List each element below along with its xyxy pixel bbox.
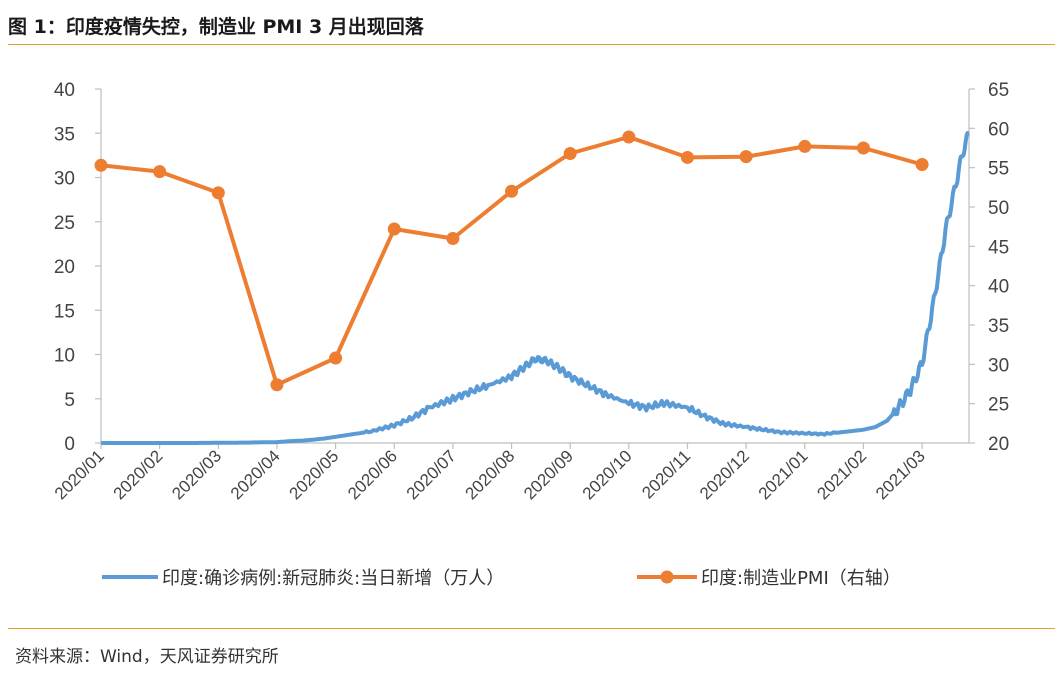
pmi-point (622, 130, 636, 144)
x-tick-label: 2021/03 (872, 446, 929, 503)
pmi-point (505, 184, 519, 198)
x-tick-label: 2020/07 (403, 446, 460, 503)
pmi-point (387, 222, 401, 236)
chart-area: 0 5 10 15 20 25 30 35 40 20 25 30 35 40 45 50 55 60 65 2020… (51, 80, 1009, 589)
x-tick-label: 2020/04 (227, 446, 284, 503)
pmi-point (211, 186, 225, 200)
x-tick-label: 2020/11 (638, 446, 694, 502)
pmi-point (153, 165, 167, 179)
legend-pmi-label: 印度:制造业PMI（右轴） (701, 568, 901, 589)
pmi-point (915, 158, 929, 172)
left-tick-label: 0 (64, 434, 75, 455)
right-tick-label: 55 (988, 159, 1009, 180)
x-tick-label: 2020/08 (461, 446, 518, 503)
pmi-point (680, 150, 694, 164)
pmi-point (94, 158, 108, 172)
right-tick-label: 50 (988, 198, 1009, 219)
legend-pmi-marker (660, 570, 674, 584)
right-tick-label: 25 (988, 395, 1009, 416)
left-tick-label: 30 (54, 169, 75, 190)
left-tick-label: 40 (54, 80, 75, 101)
x-tick-label: 2020/03 (168, 446, 225, 503)
x-tick-label: 2020/10 (579, 446, 636, 503)
right-tick-label: 20 (988, 434, 1009, 455)
top-divider (8, 44, 1055, 45)
x-tick-label: 2020/06 (344, 446, 401, 503)
series-pmi-line (100, 135, 923, 387)
pmi-point (270, 378, 284, 392)
chart-title: 图 1：印度疫情失控，制造业 PMI 3 月出现回落 (8, 16, 424, 38)
left-tick-label: 5 (64, 390, 75, 411)
x-tick-label: 2020/09 (520, 446, 577, 503)
pmi-point (446, 231, 460, 245)
x-tick-label: 2021/02 (813, 446, 870, 503)
left-tick-label: 10 (54, 346, 75, 367)
x-tick-label: 2020/02 (110, 446, 167, 503)
source-note: 资料来源：Wind，天风证券研究所 (15, 647, 279, 667)
right-tick-label: 30 (988, 355, 1009, 376)
pmi-point (563, 147, 577, 161)
x-tick-label: 2020/01 (51, 446, 108, 503)
series-cases-line (101, 131, 971, 445)
bottom-divider (8, 628, 1055, 629)
x-tick-label: 2020/05 (286, 446, 343, 503)
right-tick-label: 40 (988, 277, 1009, 298)
left-tick-label: 25 (54, 213, 75, 234)
pmi-point (739, 150, 753, 164)
right-tick-label: 60 (988, 119, 1009, 140)
pmi-point (329, 351, 343, 365)
pmi-point (856, 141, 870, 155)
x-tick-label: 2021/01 (755, 446, 812, 503)
left-tick-label: 20 (54, 257, 75, 278)
right-tick-label: 45 (988, 237, 1009, 258)
x-tick-label: 2020/12 (696, 446, 753, 503)
right-tick-label: 35 (988, 316, 1009, 337)
right-tick-label: 65 (988, 80, 1009, 101)
pmi-point (798, 139, 812, 153)
legend-cases-label: 印度:确诊病例:新冠肺炎:当日新增（万人） (162, 568, 504, 589)
left-tick-label: 15 (54, 301, 75, 322)
left-tick-label: 35 (54, 124, 75, 145)
